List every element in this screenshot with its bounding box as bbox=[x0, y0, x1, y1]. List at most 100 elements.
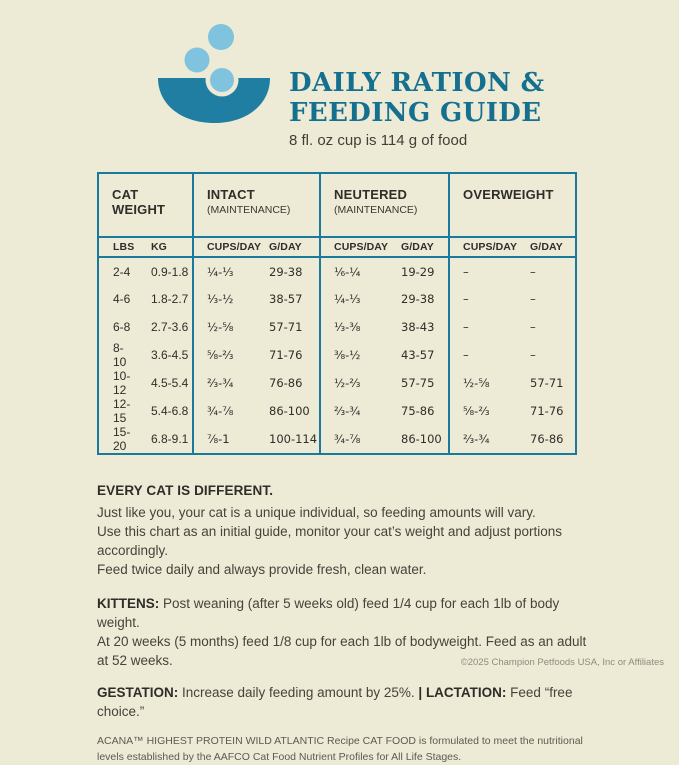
table-cell: ¼-⅓ bbox=[192, 257, 256, 285]
table-subheader-row: LBS KG CUPS/DAY G/DAY CUPS/DAY G/DAY CUP… bbox=[98, 237, 577, 258]
cup-weight-note: 8 fl. oz cup is 114 g of food bbox=[289, 132, 468, 149]
bubble-icon bbox=[184, 47, 210, 73]
table-row: 15-20 6.8-9.1 ⅞-1 100-114 ¾-⅞ 86-100 ⅔-¾ 76-86 bbox=[98, 425, 576, 454]
table-cell: 100-114 bbox=[269, 432, 318, 446]
notes-line: Feed twice daily and always provide fres… bbox=[97, 562, 427, 577]
table-cell: 86-100 bbox=[401, 432, 442, 446]
table-row: 10-12 4.5-5.4 ⅔-¾ 76-86 ½-⅔ 57-75 ½-⅝ 57-71 bbox=[98, 369, 576, 397]
page-title-line1: DAILY RATION & bbox=[289, 68, 545, 98]
table-cell: 43-57 bbox=[401, 348, 435, 362]
table-cell: – bbox=[530, 320, 536, 334]
table-cell: 2.7-3.6 bbox=[151, 320, 189, 334]
table-cell: 6-8 bbox=[113, 320, 131, 334]
subcol-overweight-g: G/DAY bbox=[517, 237, 577, 258]
table-cell: 38-43 bbox=[401, 320, 435, 334]
table-cell: 38-57 bbox=[269, 292, 303, 306]
table-cell: ½-⅔ bbox=[319, 369, 389, 397]
col-intact: INTACT (MAINTENANCE) bbox=[191, 173, 321, 238]
subcol-lbs: LBS bbox=[98, 237, 137, 258]
feeding-table: CAT WEIGHT INTACT (MAINTENANCE) NEUTERED… bbox=[97, 172, 578, 455]
bowl-logo-icon bbox=[158, 24, 270, 123]
table-cell: ½-⅝ bbox=[192, 313, 256, 341]
daily-ration-table: CAT WEIGHT INTACT (MAINTENANCE) NEUTERED… bbox=[97, 172, 578, 455]
table-cell: 1.8-2.7 bbox=[151, 292, 189, 306]
table-cell: 57-71 bbox=[530, 376, 564, 390]
subcol-neutered-g: G/DAY bbox=[388, 237, 450, 258]
table-group-header-row: CAT WEIGHT INTACT (MAINTENANCE) NEUTERED… bbox=[98, 173, 577, 238]
table-cell: 29-38 bbox=[269, 264, 303, 279]
table-cell: 0.9-1.8 bbox=[151, 264, 189, 279]
table-cell: 5.4-6.8 bbox=[151, 404, 189, 418]
table-row: 12-15 5.4-6.8 ¾-⅞ 86-100 ⅔-¾ 75-86 ⅝-⅔ 71-76 bbox=[98, 397, 576, 425]
table-cell: ⅙-¼ bbox=[319, 257, 389, 285]
table-cell: ⅝-⅔ bbox=[192, 341, 256, 369]
table-cell: ⅔-¾ bbox=[192, 369, 256, 397]
table-cell: – bbox=[448, 257, 518, 285]
table-cell: 10-12 bbox=[113, 369, 131, 397]
table-row: 4-6 1.8-2.7 ⅓-½ 38-57 ¼-⅓ 29-38– – bbox=[98, 285, 576, 313]
subcol-intact-g: G/DAY bbox=[256, 237, 321, 258]
table-cell: ⅔-¾ bbox=[448, 425, 518, 454]
table-cell: 86-100 bbox=[269, 404, 310, 418]
aafco-disclaimer: ACANA™ HIGHEST PROTEIN WILD ATLANTIC Rec… bbox=[97, 735, 583, 763]
page-title-line2: FEEDING GUIDE bbox=[289, 98, 542, 128]
table-cell: – bbox=[530, 348, 536, 362]
table-cell: 12-15 bbox=[113, 397, 131, 425]
table-cell: 3.6-4.5 bbox=[151, 348, 189, 362]
table-cell: 4.5-5.4 bbox=[151, 376, 189, 390]
table-cell: – bbox=[530, 292, 536, 306]
table-cell: 76-86 bbox=[530, 432, 564, 446]
table-row: 6-8 2.7-3.6 ½-⅝ 57-71 ⅓-⅜ 38-43– – bbox=[98, 313, 576, 341]
col-neutered: NEUTERED (MAINTENANCE) bbox=[319, 173, 450, 238]
table-cell: 6.8-9.1 bbox=[151, 432, 189, 446]
table-cell: ½-⅝ bbox=[448, 369, 518, 397]
table-cell: ⅓-½ bbox=[192, 285, 256, 313]
table-cell: ⅞-1 bbox=[192, 425, 256, 454]
table-cell: 2-4 bbox=[113, 264, 131, 279]
col-overweight: OVERWEIGHT bbox=[448, 173, 577, 238]
col-cat-weight: CAT WEIGHT bbox=[98, 173, 193, 238]
lactation-label: LACTATION: bbox=[422, 685, 507, 700]
table-cell: ⅜-½ bbox=[319, 341, 389, 369]
subcol-kg: KG bbox=[137, 237, 193, 258]
gestation-text: Increase daily feeding amount by 25%. bbox=[178, 685, 419, 700]
bowl-and-bubbles-logo bbox=[156, 22, 276, 130]
table-cell: – bbox=[448, 341, 518, 369]
feeding-guide-page: { "colors": { "background": "#edead6", "… bbox=[97, 22, 664, 763]
table-cell: ¾-⅞ bbox=[319, 425, 389, 454]
subcol-neutered-cups: CUPS/DAY bbox=[319, 237, 388, 258]
table-cell: 4-6 bbox=[113, 292, 131, 306]
table-cell: – bbox=[530, 264, 536, 279]
bowl-shape bbox=[158, 78, 270, 123]
table-body: 2-4 0.9-1.8 ¼-⅓ 29-38 ⅙-¼ 19-29– –4-6 1.8-2.7 ⅓-… bbox=[98, 257, 576, 454]
table-cell: 57-71 bbox=[269, 320, 303, 334]
kittens-text: Post weaning (after 5 weeks old) feed 1/… bbox=[97, 596, 560, 630]
table-cell: ¼-⅓ bbox=[319, 285, 389, 313]
table-cell: – bbox=[448, 313, 518, 341]
gestation-label: GESTATION: bbox=[97, 685, 179, 700]
kittens-label: KITTENS: bbox=[97, 596, 160, 611]
notes-line: Use this chart as an initial guide, moni… bbox=[97, 524, 562, 558]
subcol-intact-cups: CUPS/DAY bbox=[192, 237, 261, 258]
table-cell: 15-20 bbox=[113, 425, 131, 453]
notes-line: Just like you, your cat is a unique indi… bbox=[97, 505, 536, 520]
table-cell: 19-29 bbox=[401, 264, 435, 279]
table-cell: – bbox=[448, 285, 518, 313]
table-row: 8-10 3.6-4.5 ⅝-⅔ 71-76 ⅜-½ 43-57– – bbox=[98, 341, 576, 369]
table-cell: 75-86 bbox=[401, 404, 435, 418]
notes-section: EVERY CAT IS DIFFERENT. Just like you, y… bbox=[97, 481, 589, 765]
copyright-notice: ©2025 Champion Petfoods USA, Inc or Affi… bbox=[460, 657, 664, 668]
table-cell: ¾-⅞ bbox=[192, 397, 256, 425]
bubble-icon bbox=[208, 24, 234, 50]
table-cell: ⅝-⅔ bbox=[448, 397, 518, 425]
subcol-overweight-cups: CUPS/DAY bbox=[448, 237, 517, 258]
table-cell: ⅔-¾ bbox=[319, 397, 389, 425]
table-cell: 71-76 bbox=[269, 348, 303, 362]
gestation-lactation-note: GESTATION: Increase daily feeding amount… bbox=[97, 683, 589, 721]
bubble-icon bbox=[210, 68, 234, 92]
table-cell: 29-38 bbox=[401, 292, 435, 306]
header-title-block: DAILY RATION & FEEDING GUIDE 8 fl. oz cu… bbox=[289, 68, 589, 149]
table-cell: ⅓-⅜ bbox=[319, 313, 389, 341]
table-cell: 57-75 bbox=[401, 376, 435, 390]
table-row: 2-4 0.9-1.8 ¼-⅓ 29-38 ⅙-¼ 19-29– – bbox=[98, 257, 576, 285]
